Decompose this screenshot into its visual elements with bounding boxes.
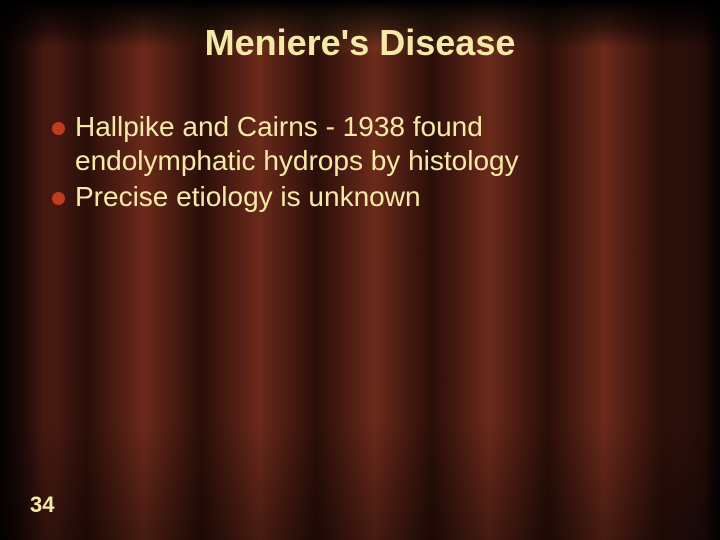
bullet-text: Precise etiology is unknown	[75, 180, 660, 214]
slide-title: Meniere's Disease	[0, 22, 720, 64]
slide-number: 34	[30, 492, 54, 518]
bullet-item: Hallpike and Cairns - 1938 found endolym…	[52, 110, 660, 178]
bullet-item: Precise etiology is unknown	[52, 180, 660, 214]
slide-body: Hallpike and Cairns - 1938 found endolym…	[52, 110, 660, 216]
bullet-icon	[52, 192, 65, 205]
bullet-icon	[52, 122, 65, 135]
bullet-text: Hallpike and Cairns - 1938 found endolym…	[75, 110, 660, 178]
slide: Meniere's Disease Hallpike and Cairns - …	[0, 0, 720, 540]
